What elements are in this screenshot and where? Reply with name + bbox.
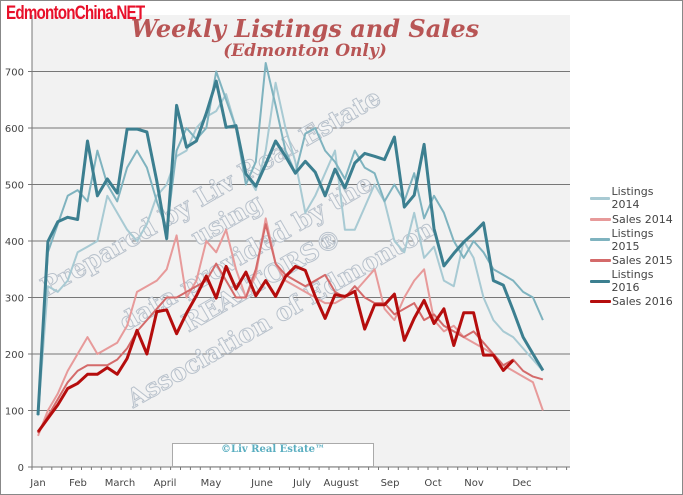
y-tick-label: 500 (5, 181, 24, 192)
legend-swatch (590, 196, 611, 200)
y-tick-label: 200 (5, 350, 24, 361)
legend-item-listings-2015: Listings 2015 (590, 226, 683, 253)
legend-swatch (590, 300, 611, 304)
legend-item-listings-2016: Listings 2016 (590, 268, 683, 295)
x-tick-label: Sep (381, 478, 400, 489)
legend-label: Sales 2015 (612, 253, 673, 267)
legend-swatch (590, 217, 611, 221)
y-tick-label: 300 (5, 294, 24, 305)
legend-label: Listings 2014 (611, 185, 654, 212)
chart-title: Weekly Listings and Sales (130, 14, 480, 43)
x-tick-label: Feb (69, 478, 87, 489)
legend-label: Listings 2015 (611, 226, 654, 253)
x-tick-label: April (154, 478, 177, 489)
legend-swatch (590, 238, 611, 242)
x-tick-label: May (201, 478, 222, 489)
copyright-box: ©Liv Real Estate™ (172, 443, 374, 467)
x-tick-label: Nov (464, 478, 484, 489)
brand-logo: EdmontonChina.NET (6, 3, 145, 24)
legend-item-sales-2014: Sales 2014 (590, 209, 683, 230)
x-tick-label: July (292, 478, 311, 489)
legend-item-sales-2016: Sales 2016 (590, 291, 683, 312)
x-tick-label: August (324, 478, 359, 489)
legend-item-sales-2015: Sales 2015 (590, 250, 683, 271)
x-tick-label: March (105, 478, 135, 489)
y-tick-label: 0 (18, 463, 24, 474)
legend-label: Sales 2014 (612, 212, 673, 226)
x-tick-label: Dec (512, 478, 531, 489)
legend-label: Sales 2016 (612, 295, 673, 309)
x-tick-label: June (250, 478, 273, 489)
x-tick-label: Jan (29, 478, 45, 489)
series-line-listings-2014 (37, 81, 544, 417)
series-line-sales-2016 (36, 264, 515, 433)
y-tick-label: 400 (5, 237, 24, 248)
x-tick-label: Oct (424, 478, 441, 489)
legend-item-listings-2014: Listings 2014 (590, 185, 683, 212)
y-tick-label: 100 (5, 407, 24, 418)
legend-swatch (590, 258, 611, 262)
legend: Listings 2014 Sales 2014 Listings 2015 Sale… (590, 185, 683, 312)
series-line-listings-2016 (36, 79, 545, 416)
legend-swatch (590, 279, 611, 283)
y-tick-label: 600 (5, 124, 24, 135)
chart-subtitle: (Edmonton Only) (223, 41, 387, 61)
legend-label: Listings 2016 (611, 268, 654, 295)
y-tick-label: 700 (5, 68, 24, 79)
